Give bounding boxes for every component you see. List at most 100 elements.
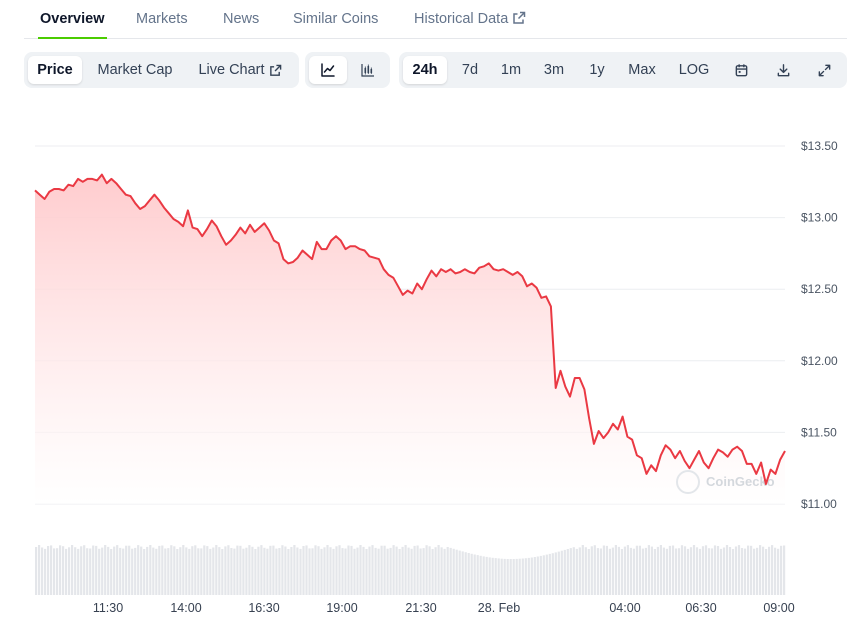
volume-bar [134,547,137,595]
volume-bar [533,557,536,595]
volume-bar [734,546,738,595]
volume-bar [443,548,446,595]
tab-news[interactable]: News [223,0,259,38]
tab-similar-coins[interactable]: Similar Coins [293,0,378,38]
volume-bar [689,547,693,595]
volume-bar [563,549,566,595]
volume-bar [407,547,410,595]
button-label: 3m [543,62,565,78]
volume-bar [680,545,684,595]
range-max-button[interactable]: Max [621,56,663,84]
volume-bar [308,548,311,595]
volume-bar [380,545,383,595]
volume-bar [719,548,723,595]
volume-bar [593,545,596,595]
range-group: 24h 7d 1m 3m 1y Max LOG [399,52,847,88]
range-7d-button[interactable]: 7d [453,56,487,84]
volume-bar [596,548,599,595]
button-label: Market Cap [97,62,173,78]
volume-bar [545,554,548,595]
volume-bar [233,548,236,595]
volume-bar [458,550,461,595]
volume-bar [197,548,200,595]
volume-bar [359,545,362,595]
volume-bar [299,548,302,595]
volume-bar [293,545,296,595]
volume-bar [323,547,326,595]
volume-bar [251,546,254,595]
volume-bar [98,548,101,595]
volume-bar [281,545,284,595]
download-button[interactable] [767,56,799,84]
volume-bar [185,547,188,595]
volume-bar [152,547,155,595]
y-tick-label: $11.50 [801,425,837,439]
candlestick-chart-button[interactable] [349,56,387,84]
volume-bar [437,545,440,595]
volume-bar [230,548,233,595]
volume-bar [566,549,569,595]
volume-bar [590,546,593,595]
x-tick-label: 19:00 [326,601,357,615]
x-tick-label: 28. Feb [478,601,520,615]
volume-bar [629,547,632,595]
volume-bar [374,547,377,595]
volume-bar [503,558,506,595]
range-1y-button[interactable]: 1y [580,56,614,84]
volume-bar [701,546,705,595]
volume-bar [377,548,380,595]
button-label: LOG [678,62,710,78]
volume-bar [266,548,269,595]
external-link-icon [269,64,281,76]
button-label: 7d [461,62,479,78]
range-1m-button[interactable]: 1m [494,56,528,84]
external-link-icon [513,11,526,24]
fullscreen-button[interactable] [808,56,840,84]
volume-bar [170,545,173,595]
volume-bar [641,548,644,595]
volume-bar [110,549,113,595]
volume-bar [221,549,224,595]
volume-bar [224,546,227,595]
volume-bar [774,547,777,595]
volume-bar [362,546,365,595]
log-scale-button[interactable]: LOG [673,56,715,84]
range-3m-button[interactable]: 3m [537,56,571,84]
volume-bar [68,547,71,595]
volume-bar [71,545,74,595]
volume-bar [56,548,59,595]
volume-bar [212,547,215,595]
line-chart-button[interactable] [309,56,347,84]
candlestick-chart-icon [361,64,374,77]
button-label: 24h [412,62,438,78]
volume-bar [536,556,539,595]
volume-bar [236,545,239,595]
volume-bar [128,545,131,595]
tab-historical-data[interactable]: Historical Data [414,0,526,38]
volume-bar [777,548,780,595]
live-chart-button[interactable]: Live Chart [190,56,290,84]
tab-markets[interactable]: Markets [136,0,188,38]
tab-overview[interactable]: Overview [38,0,106,39]
calendar-button[interactable] [725,56,757,84]
volume-bar [353,548,356,595]
volume-bar [668,545,671,595]
volume-bar [371,545,374,595]
market-cap-button[interactable]: Market Cap [88,56,182,84]
volume-bar [449,547,452,595]
volume-bar [737,545,741,595]
volume-bar [44,548,47,595]
price-button[interactable]: Price [28,56,82,84]
volume-bar [227,545,230,595]
volume-bar [740,548,744,595]
button-label: Price [37,62,73,78]
volume-bar [461,551,464,595]
volume-bar [77,548,80,595]
volume-bar [608,548,611,595]
volume-bar [140,546,143,595]
range-24h-button[interactable]: 24h [403,56,447,84]
volume-bar [698,548,702,595]
volume-bar [539,555,542,595]
volume-bar [674,548,678,595]
